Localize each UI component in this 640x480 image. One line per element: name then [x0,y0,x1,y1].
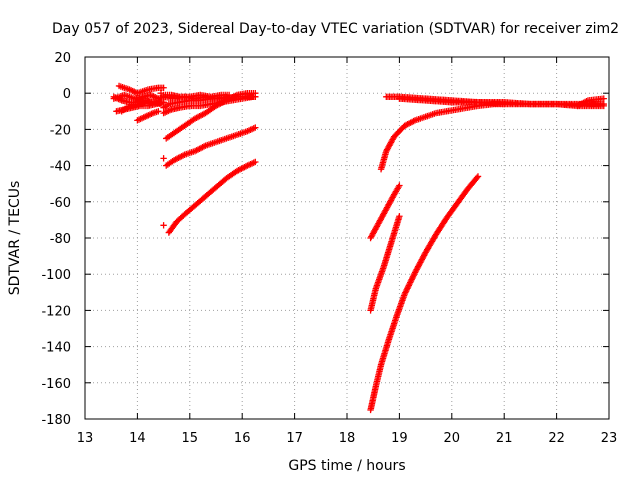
y-tick-label: -160 [41,377,71,392]
data-point [600,102,607,110]
x-tick-label: 16 [234,431,251,446]
data-series-22 [367,213,403,314]
data-point [403,286,410,293]
data-point [406,280,413,288]
data-point [407,279,414,286]
x-tick-label: 22 [548,431,565,446]
y-tick-label: -80 [50,232,71,247]
x-tick-label: 14 [129,431,146,446]
data-point [252,90,259,97]
y-tick-label: 0 [63,87,71,102]
data-series-16 [160,222,167,229]
data-point [474,173,482,180]
data-point [252,158,259,166]
data-point [160,84,167,91]
data-point [405,282,413,289]
data-point [410,272,417,279]
y-tick-label: -180 [41,413,71,428]
data-point [600,95,607,102]
data-point [411,270,418,278]
data-point [404,285,411,292]
y-tick-label: -40 [50,160,71,175]
data-series-19 [396,95,607,110]
y-tick-label: -100 [41,268,71,283]
chart-title: Day 057 of 2023, Sidereal Day-to-day VTE… [52,21,619,37]
data-series-21 [367,182,403,242]
data-point [404,283,412,291]
data-point [402,288,410,295]
y-axis-label: SDTVAR / TECUs [7,181,23,296]
grid-lines [85,57,609,419]
data-point [473,174,481,181]
plot-frame [84,56,610,420]
data-point [409,273,417,280]
x-tick-label: 15 [182,431,199,446]
data-point [157,99,165,106]
y-tick-label: -120 [41,304,71,319]
x-tick-label: 21 [496,431,513,446]
x-axis-label: GPS time / hours [288,458,405,474]
data-point [160,222,167,229]
y-tick-label: -20 [50,123,71,138]
data-series-6 [134,108,162,124]
y-tick-label: 20 [54,51,71,66]
data-point [396,182,403,189]
data-series-13 [163,124,259,169]
data-point [401,290,408,298]
data-point [402,289,409,296]
data-point [408,276,415,283]
data-point [396,213,403,220]
x-tick-label: 17 [286,431,303,446]
x-tick-label: 23 [601,431,618,446]
x-tick-label: 18 [339,431,356,446]
data-point [407,277,415,285]
data-series-15 [165,158,259,236]
y-tick-label: -60 [50,196,71,211]
data-series-17 [377,100,508,173]
data-series-14 [160,155,167,162]
data-series-3 [115,82,167,97]
x-tick-label: 20 [444,431,461,446]
data-points [110,82,607,414]
x-tick-label: 13 [77,431,94,446]
data-series-5 [118,99,165,115]
x-tick-label: 19 [391,431,408,446]
y-tick-label: -140 [41,341,71,356]
data-series-20 [574,102,607,110]
data-point [409,274,416,282]
data-series-23 [367,173,482,414]
axis-ticks: 13 14 15 16 17 18 19 20 21 22 23 20 0 -20 -40 -60 -80 -10… [41,51,617,446]
data-point [155,108,162,115]
data-series-9 [160,95,225,111]
data-point [160,155,167,162]
data-series-12 [163,90,259,142]
data-point [252,124,259,131]
